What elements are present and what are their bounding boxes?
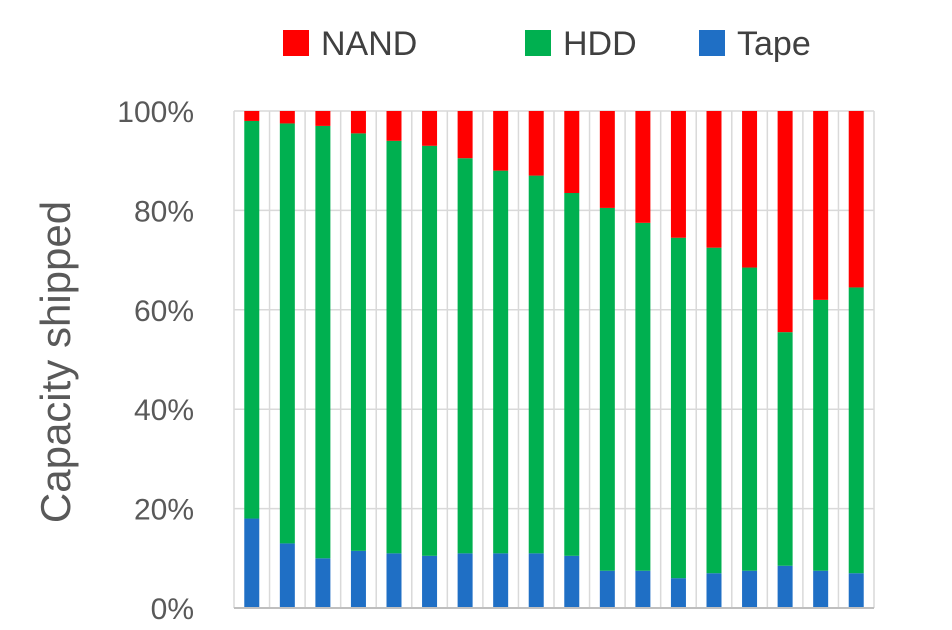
legend-swatch-tape: [699, 30, 725, 56]
y-tick-label: 0%: [151, 593, 194, 626]
bar-segment-tape: [315, 558, 331, 608]
legend-label-hdd: HDD: [563, 25, 637, 63]
bar-segment-hdd: [599, 207, 615, 571]
bar-segment-hdd: [670, 237, 686, 579]
bar-segment-hdd: [350, 133, 366, 551]
y-tick-label: 80%: [134, 195, 194, 228]
bar-segment-tape: [528, 553, 544, 608]
bar-segment-nand: [279, 111, 295, 124]
bar-segment-tape: [813, 570, 829, 608]
bar-segment-tape: [350, 550, 366, 608]
bar-segment-hdd: [244, 120, 260, 519]
bar-segment-tape: [422, 555, 438, 608]
y-axis-ticks: 0% 20% 40% 60% 80% 100%: [117, 96, 194, 626]
bar-segment-tape: [670, 578, 686, 608]
bar-segment-tape: [244, 518, 260, 608]
bar-segment-hdd: [564, 193, 580, 556]
bar-segment-tape: [457, 553, 473, 608]
bar-segment-tape: [279, 543, 295, 608]
bar-segment-hdd: [742, 267, 758, 571]
y-tick-label: 40%: [134, 394, 194, 427]
bars: [244, 111, 864, 608]
bar-segment-tape: [706, 573, 722, 608]
bar-segment-hdd: [279, 123, 295, 544]
bar-segment-nand: [599, 111, 615, 208]
bar-segment-nand: [350, 111, 366, 134]
bar-segment-tape: [493, 553, 509, 608]
legend: NAND HDD Tape: [283, 25, 811, 63]
bar-segment-tape: [777, 565, 793, 608]
y-tick-label: 60%: [134, 295, 194, 328]
bar-segment-hdd: [706, 247, 722, 574]
bar-segment-hdd: [777, 332, 793, 566]
bar-segment-nand: [422, 111, 438, 146]
legend-label-nand: NAND: [321, 25, 417, 63]
bar-segment-hdd: [848, 287, 864, 574]
bar-segment-hdd: [386, 140, 402, 554]
bar-segment-nand: [848, 111, 864, 288]
bar-segment-nand: [670, 111, 686, 238]
legend-label-tape: Tape: [737, 25, 811, 63]
bar-segment-nand: [813, 111, 829, 300]
bar-segment-tape: [742, 570, 758, 608]
gridlines: [233, 110, 875, 609]
y-tick-label: 100%: [117, 96, 194, 129]
bar-segment-nand: [457, 111, 473, 159]
bar-segment-nand: [564, 111, 580, 194]
bar-segment-nand: [706, 111, 722, 248]
bar-segment-nand: [528, 111, 544, 176]
bar-segment-hdd: [315, 125, 331, 559]
bar-segment-nand: [244, 111, 260, 121]
y-tick-label: 20%: [134, 494, 194, 527]
bar-segment-nand: [777, 111, 793, 333]
y-axis-label: Capacity shipped: [32, 201, 79, 523]
bar-segment-tape: [564, 555, 580, 608]
bar-segment-tape: [848, 573, 864, 608]
bar-segment-tape: [386, 553, 402, 608]
legend-swatch-hdd: [525, 30, 551, 56]
bar-segment-nand: [386, 111, 402, 141]
bar-segment-hdd: [813, 299, 829, 571]
bar-segment-hdd: [422, 145, 438, 556]
bar-segment-tape: [599, 570, 615, 608]
bar-segment-hdd: [457, 158, 473, 554]
bar-segment-nand: [493, 111, 509, 171]
bar-segment-tape: [635, 570, 651, 608]
bar-segment-hdd: [493, 170, 509, 554]
bar-segment-nand: [635, 111, 651, 223]
bar-segment-nand: [315, 111, 331, 126]
bar-segment-nand: [742, 111, 758, 268]
legend-swatch-nand: [283, 30, 309, 56]
bar-segment-hdd: [635, 222, 651, 571]
bar-segment-hdd: [528, 175, 544, 554]
